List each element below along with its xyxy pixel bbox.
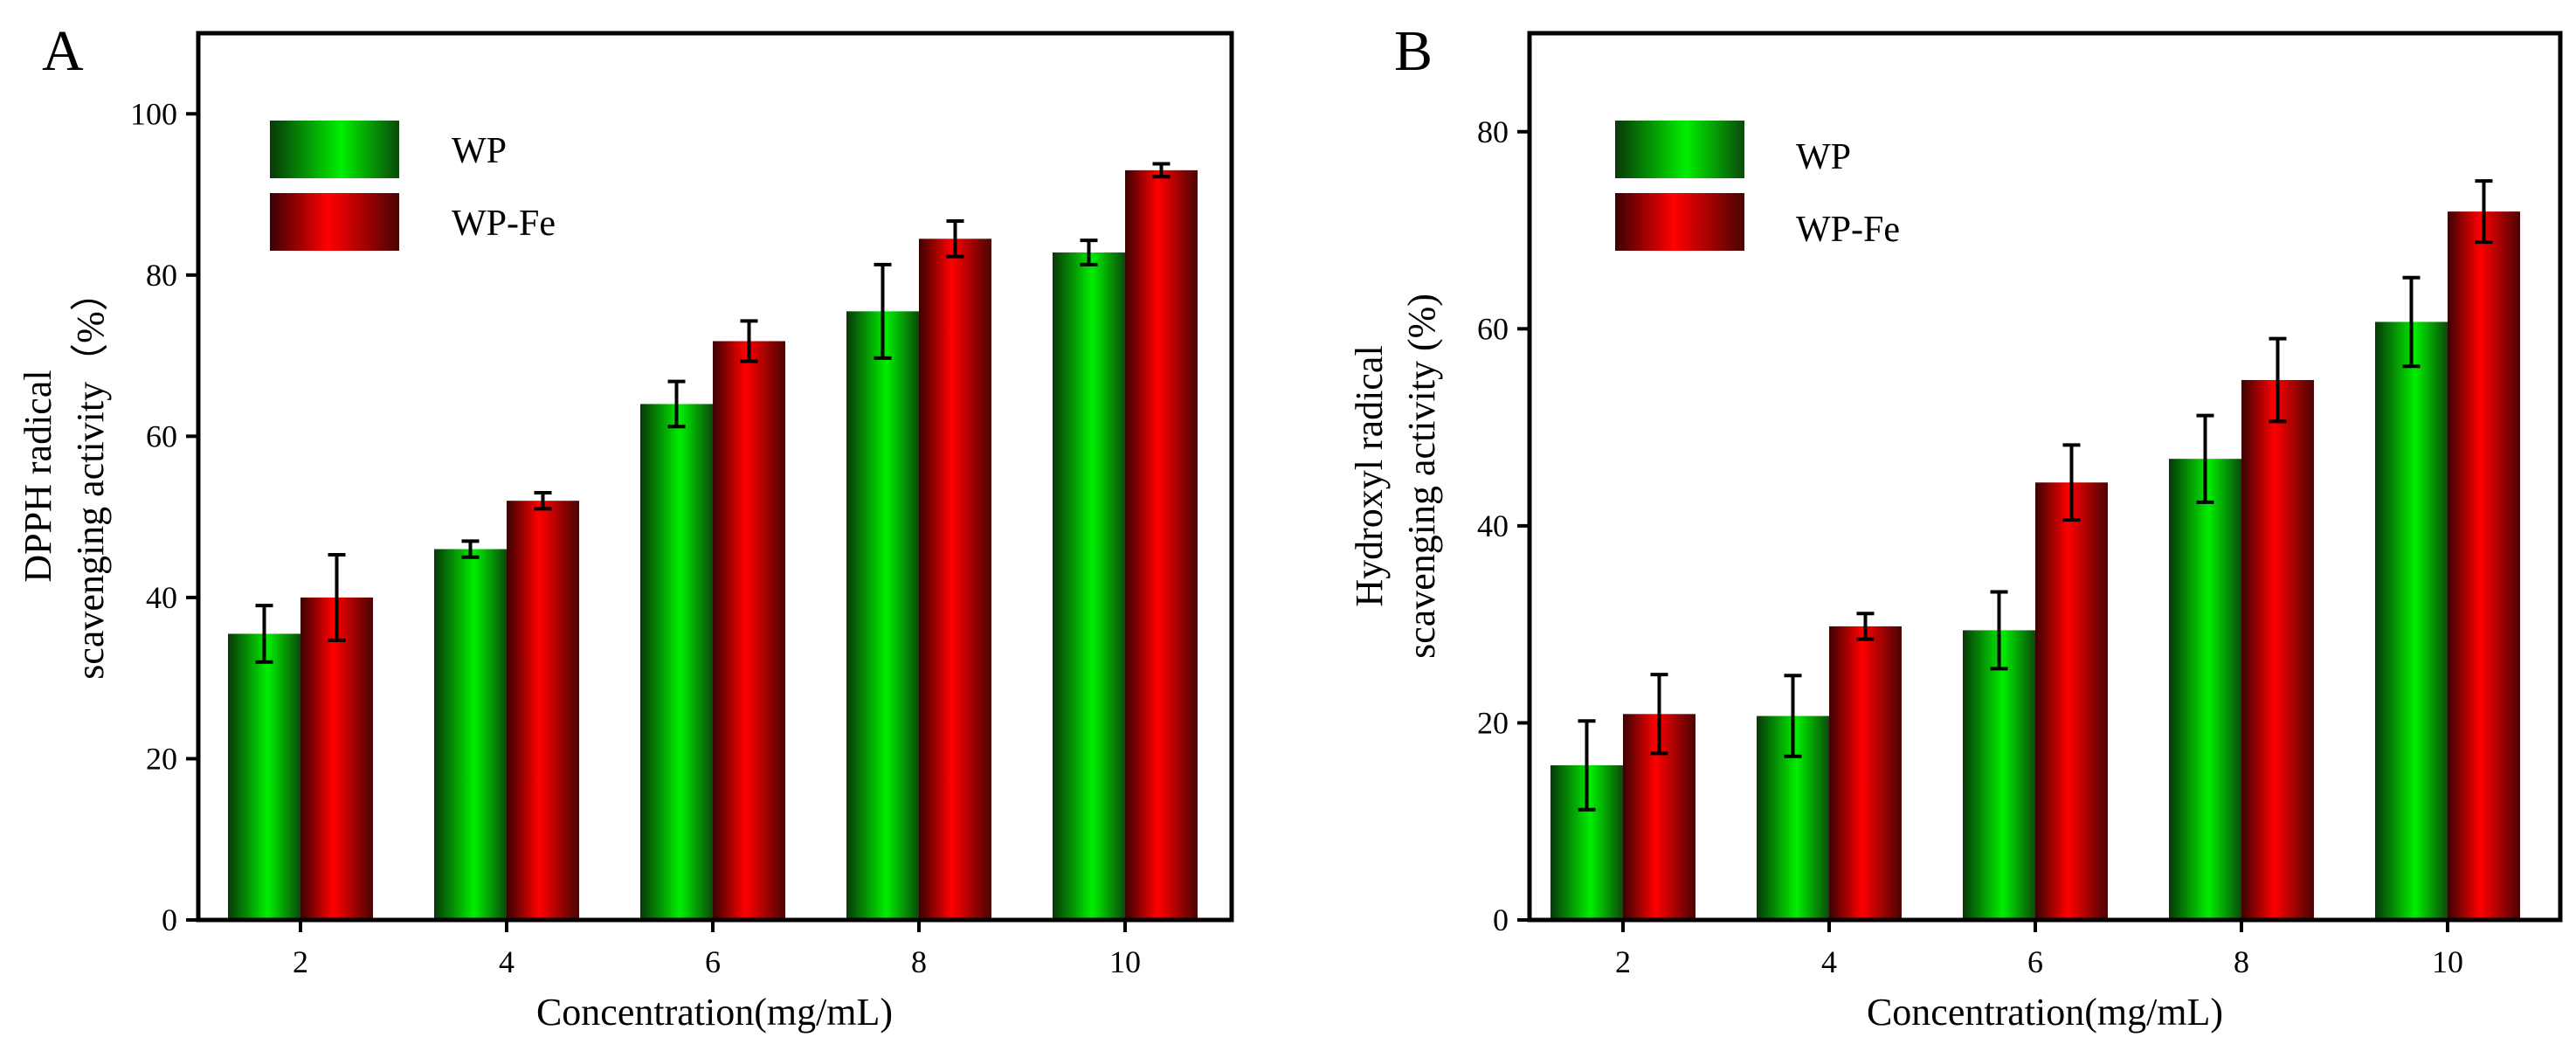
bar-b-wpfe-10: [2448, 211, 2520, 920]
x-tick-label-b-3: 8: [2234, 944, 2249, 979]
y-tick-label-b-0: 0: [1493, 902, 1509, 937]
error-bar-b-wp-6: [1990, 590, 2008, 671]
bar-b-wp-6: [1963, 630, 2035, 920]
error-bar-a-wp-4: [461, 539, 480, 559]
bar-b-wpfe-4: [1829, 626, 1902, 920]
y-tick-label-b-4: 80: [1477, 114, 1509, 149]
error-bar-a-wp-2: [255, 604, 273, 664]
bars-a: [228, 162, 1198, 921]
bar-a-wp-10: [1053, 252, 1125, 920]
y-tick-label-b-2: 40: [1477, 508, 1509, 543]
bar-a-wpfe-2: [300, 597, 373, 920]
error-bar-a-wp-10: [1080, 239, 1098, 266]
y-axis-b: 0 20 40 60 80: [1477, 114, 1530, 937]
error-bar-a-wpfe-10: [1152, 162, 1171, 179]
bar-a-wp-6: [640, 404, 713, 920]
legend-swatch-wp-b: [1615, 121, 1744, 178]
y-tick-label-a-4: 80: [146, 258, 177, 293]
panel-label-b: B: [1394, 19, 1433, 83]
error-bar-b-wp-10: [2402, 275, 2421, 369]
error-bar-b-wpfe-6: [2062, 443, 2081, 522]
y-tick-label-a-0: 0: [162, 902, 177, 937]
y-axis-title-a-line1: DPPH radical: [17, 370, 59, 582]
error-bar-a-wpfe-8: [946, 218, 964, 259]
x-tick-label-a-4: 10: [1109, 944, 1141, 979]
y-tick-label-a-1: 20: [146, 741, 177, 776]
y-tick-label-a-2: 40: [146, 580, 177, 615]
chart-panel-a: A 0 20 40 60 80 100 2 4 6 8 10 WP WP-Fe Concentra…: [17, 19, 1234, 1034]
x-axis-title-a: Concentration(mg/mL): [536, 991, 893, 1034]
bar-b-wp-8: [2169, 459, 2241, 920]
legend-label-wpfe-b: WP-Fe: [1796, 210, 1900, 250]
error-bar-a-wpfe-2: [328, 553, 346, 642]
error-bar-b-wpfe-2: [1650, 673, 1668, 756]
x-tick-label-b-0: 2: [1615, 944, 1631, 979]
error-bar-b-wpfe-4: [1856, 612, 1875, 641]
bar-a-wp-8: [846, 311, 919, 920]
y-tick-label-b-1: 20: [1477, 705, 1509, 740]
x-tick-label-a-3: 8: [911, 944, 927, 979]
error-bar-a-wpfe-4: [534, 490, 552, 511]
error-bar-b-wp-2: [1578, 719, 1596, 812]
y-tick-label-a-3: 60: [146, 418, 177, 453]
legend-label-wp-b: WP: [1796, 137, 1851, 177]
bars-b: [1550, 179, 2520, 920]
bar-a-wp-2: [228, 633, 300, 920]
error-bar-a-wpfe-6: [740, 319, 758, 363]
x-tick-label-b-4: 10: [2432, 944, 2463, 979]
bar-a-wp-4: [434, 549, 507, 920]
bar-b-wpfe-8: [2241, 379, 2314, 920]
x-tick-label-b-1: 4: [1821, 944, 1837, 979]
x-axis-b: 2 4 6 8 10: [1615, 920, 2463, 979]
y-axis-a: 0 20 40 60 80 100: [130, 96, 198, 937]
legend-swatch-wp-a: [270, 121, 399, 178]
y-tick-label-b-3: 60: [1477, 311, 1509, 346]
error-bar-b-wpfe-10: [2475, 179, 2493, 245]
bar-b-wpfe-6: [2035, 482, 2108, 920]
plot-frame-b: [1527, 31, 2563, 923]
error-bar-b-wp-8: [2196, 413, 2214, 504]
legend-swatch-wpfe-a: [270, 193, 399, 251]
legend-a: WP WP-Fe: [270, 121, 556, 251]
y-axis-title-b-line2: scavenging activity (%): [1400, 294, 1443, 659]
x-tick-label-b-2: 6: [2027, 944, 2043, 979]
x-tick-label-a-1: 4: [499, 944, 515, 979]
legend-swatch-wpfe-b: [1615, 193, 1744, 251]
legend-label-wp-a: WP: [452, 131, 507, 171]
error-bar-b-wp-4: [1784, 674, 1802, 758]
bar-a-wpfe-10: [1125, 169, 1198, 920]
bar-a-wpfe-4: [507, 501, 579, 920]
x-tick-label-a-2: 6: [705, 944, 721, 979]
x-axis-a: 2 4 6 8 10: [293, 920, 1141, 979]
y-axis-title-a-line2: scavenging activity（%）: [69, 273, 112, 680]
error-bar-a-wp-8: [874, 262, 892, 360]
legend-b: WP WP-Fe: [1615, 121, 1900, 251]
bar-a-wpfe-8: [919, 239, 991, 921]
error-bar-b-wpfe-8: [2269, 336, 2287, 424]
chart-panel-b: B 0 20 40 60 80 2 4 6 8 10 WP WP-Fe Concentratio…: [1348, 19, 2563, 1034]
panel-label-a: A: [42, 19, 84, 83]
bar-b-wp-10: [2375, 322, 2448, 920]
error-bar-a-wp-6: [667, 379, 686, 429]
legend-label-wpfe-a: WP-Fe: [452, 204, 556, 244]
plot-frame-a: [196, 31, 1234, 923]
x-axis-title-b: Concentration(mg/mL): [1867, 991, 2223, 1034]
x-tick-label-a-0: 2: [293, 944, 308, 979]
y-axis-title-b-line1: Hydroxyl radical: [1348, 345, 1391, 606]
y-tick-label-a-5: 100: [130, 96, 177, 131]
bar-a-wpfe-6: [713, 341, 785, 920]
